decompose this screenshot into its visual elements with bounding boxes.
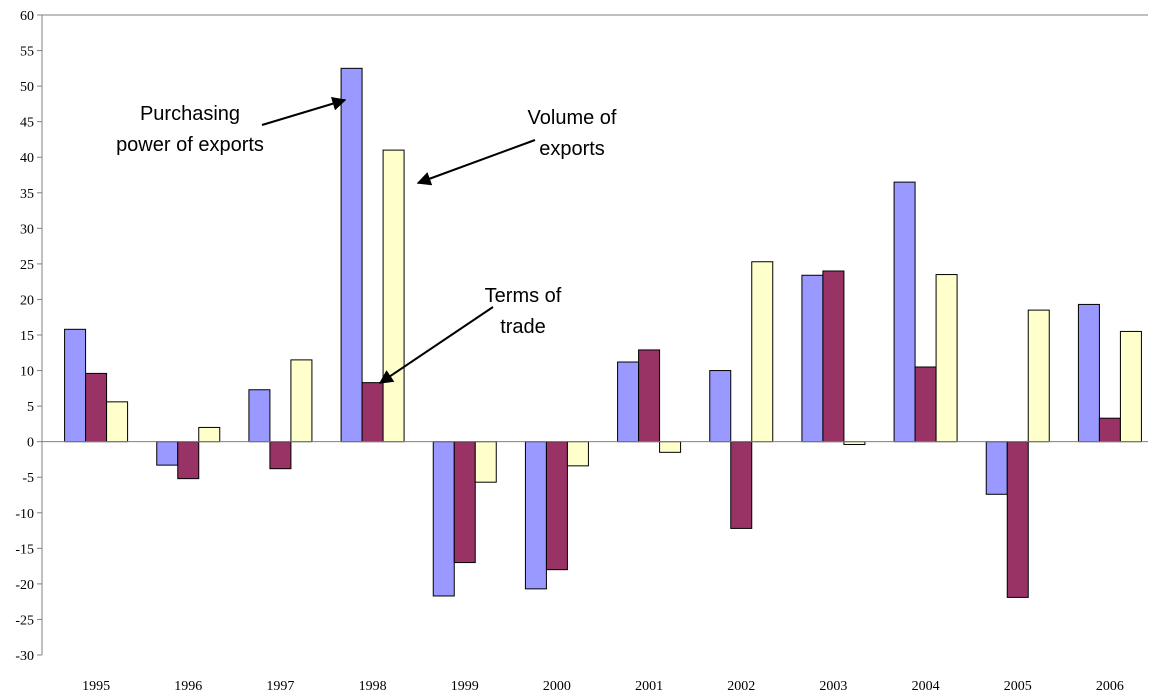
annotation: exports [539, 138, 605, 160]
x-tick-label: 2005 [1004, 679, 1032, 694]
annotation: Volume of [528, 107, 617, 129]
bar [524, 441, 547, 590]
bar [432, 441, 455, 597]
bar [361, 382, 384, 443]
bar [1027, 309, 1050, 443]
bar [545, 441, 568, 571]
bar [935, 274, 958, 443]
annotations: Purchasing power of exports Volume of expor… [116, 103, 617, 338]
y-tick-label: -25 [15, 613, 34, 628]
y-tick-label: 60 [20, 9, 34, 24]
x-tick-label: 2002 [727, 679, 755, 694]
bar [198, 426, 221, 443]
bar [382, 149, 405, 443]
bar [269, 441, 292, 470]
y-tick-label: 25 [20, 258, 34, 273]
y-tick-label: 15 [20, 329, 34, 344]
x-tick-label: 1999 [451, 679, 479, 694]
x-tick-label: 1996 [174, 679, 202, 694]
bar [248, 389, 271, 443]
bar [106, 401, 129, 443]
y-tick-label: -10 [15, 507, 34, 522]
y-tick-label: 30 [20, 222, 34, 237]
bar [1119, 330, 1142, 443]
y-tick-label: 45 [20, 116, 34, 131]
x-tick-label: 2006 [1096, 679, 1124, 694]
x-tick-label: 2000 [543, 679, 571, 694]
y-tick-label: 5 [27, 400, 34, 415]
y-tick-label: 40 [20, 151, 34, 166]
bar [730, 441, 753, 529]
bar [638, 349, 661, 443]
bar [893, 181, 916, 443]
bar [453, 441, 476, 564]
y-tick-label: -5 [22, 471, 34, 486]
bar [751, 261, 774, 443]
arrow [378, 306, 494, 384]
bar [1098, 417, 1121, 443]
annotation: power of exports [116, 134, 264, 156]
x-tick-label: 2004 [912, 679, 940, 694]
y-tick-label: -30 [15, 649, 34, 664]
y-tick-label: 35 [20, 187, 34, 202]
y-tick-label: 10 [20, 365, 34, 380]
bar [822, 270, 845, 443]
y-tick-label: -20 [15, 578, 34, 593]
bar [64, 328, 87, 443]
x-tick-label: 1995 [82, 679, 110, 694]
bar [340, 67, 363, 443]
annotation: trade [500, 316, 546, 338]
y-tick-label: 0 [27, 436, 34, 451]
annotation: Purchasing [140, 103, 240, 125]
arrow [416, 139, 536, 186]
bar [85, 372, 108, 443]
y-tick-label: 55 [20, 45, 34, 60]
x-tick-label: 2003 [819, 679, 847, 694]
bar [1077, 303, 1100, 443]
annotation: Terms of [485, 285, 562, 307]
bar [914, 366, 937, 443]
bar [290, 359, 313, 443]
bar [659, 441, 682, 453]
x-tick-label: 1998 [359, 679, 387, 694]
bar [566, 441, 589, 467]
x-tick-label: 2001 [635, 679, 663, 694]
x-tick-label: 1997 [266, 679, 294, 694]
y-tick-label: 50 [20, 80, 34, 95]
bar [1006, 441, 1029, 598]
bar [177, 441, 200, 480]
bar [985, 441, 1008, 495]
y-tick-label: -15 [15, 542, 34, 557]
arrow [261, 96, 347, 126]
bar [474, 441, 497, 483]
bar [156, 441, 179, 466]
y-tick-label: 20 [20, 293, 34, 308]
bar [617, 361, 640, 443]
bar [709, 370, 732, 443]
bar [801, 274, 824, 443]
